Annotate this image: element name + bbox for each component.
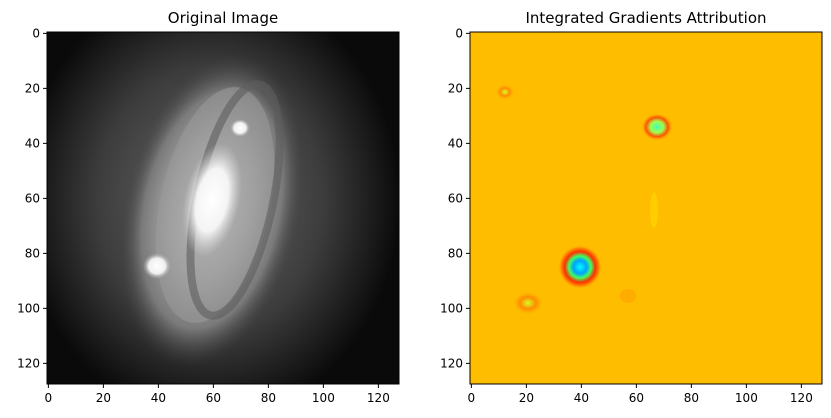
x-tick-label: 100 xyxy=(735,391,758,405)
axes-frame xyxy=(46,31,400,385)
y-tick-label: 120 xyxy=(17,356,40,370)
y-tick-label: 60 xyxy=(448,191,463,205)
x-tick-label: 0 xyxy=(45,391,53,405)
x-tick-label: 40 xyxy=(151,391,166,405)
original-image-panel: Original Image 0 20 40 60 80 100 120 0 20 40 60 80 1… xyxy=(17,9,400,405)
bright-star xyxy=(143,253,171,279)
attribution-spot xyxy=(641,113,673,141)
axes-frame xyxy=(469,31,823,385)
y-tick-label: 0 xyxy=(32,26,40,40)
y-tick-label: 0 xyxy=(455,26,463,40)
original-image xyxy=(47,32,399,384)
strong-attribution-spot xyxy=(558,245,602,289)
y-tick-label: 120 xyxy=(440,356,463,370)
axis-ticks-right: 0 20 40 60 80 100 120 0 20 40 60 80 100 120 xyxy=(440,26,813,405)
axis-ticks-left: 0 20 40 60 80 100 120 0 20 40 60 80 100 120 xyxy=(17,26,390,405)
x-tick-label: 100 xyxy=(312,391,335,405)
y-tick-label: 20 xyxy=(448,81,463,95)
x-tick-label: 80 xyxy=(684,391,699,405)
x-tick-label: 20 xyxy=(96,391,111,405)
x-tick-label: 60 xyxy=(206,391,221,405)
y-tick-label: 40 xyxy=(448,136,463,150)
y-tick-label: 100 xyxy=(17,301,40,315)
x-tick-label: 80 xyxy=(261,391,276,405)
panel-title-original: Original Image xyxy=(168,9,278,27)
x-tick-label: 0 xyxy=(468,391,476,405)
panel-title-attribution: Integrated Gradients Attribution xyxy=(525,9,766,27)
x-tick-label: 20 xyxy=(519,391,534,405)
x-tick-label: 60 xyxy=(629,391,644,405)
x-tick-label: 120 xyxy=(367,391,390,405)
y-tick-label: 60 xyxy=(25,191,40,205)
y-tick-label: 80 xyxy=(448,246,463,260)
y-tick-label: 100 xyxy=(440,301,463,315)
weak-spot xyxy=(495,84,515,100)
weak-spot xyxy=(512,291,544,315)
attribution-panel: Integrated Gradients Attribution 0 20 40 60… xyxy=(440,9,823,405)
x-tick-label: 120 xyxy=(790,391,813,405)
y-tick-label: 20 xyxy=(25,81,40,95)
x-tick-label: 40 xyxy=(574,391,589,405)
y-tick-label: 80 xyxy=(25,246,40,260)
attribution-image xyxy=(470,32,822,384)
y-tick-label: 40 xyxy=(25,136,40,150)
faint-star xyxy=(230,119,250,137)
